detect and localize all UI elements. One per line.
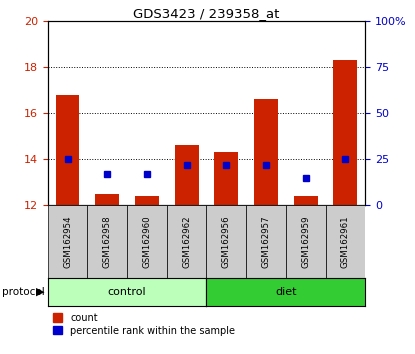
Text: GSM162958: GSM162958 <box>103 215 112 268</box>
Bar <box>325 205 365 278</box>
Bar <box>135 196 159 205</box>
Bar <box>127 205 167 278</box>
Bar <box>294 196 317 205</box>
Title: GDS3423 / 239358_at: GDS3423 / 239358_at <box>133 7 280 20</box>
Text: ▶: ▶ <box>37 287 45 297</box>
Bar <box>254 99 278 205</box>
Text: diet: diet <box>275 287 297 297</box>
Text: GSM162959: GSM162959 <box>301 215 310 268</box>
Text: GSM162954: GSM162954 <box>63 215 72 268</box>
Text: GSM162961: GSM162961 <box>341 215 350 268</box>
Bar <box>286 205 325 278</box>
Text: GSM162956: GSM162956 <box>222 215 231 268</box>
Text: GSM162957: GSM162957 <box>261 215 271 268</box>
Bar <box>333 60 357 205</box>
Bar <box>215 152 238 205</box>
Bar <box>207 205 246 278</box>
Bar <box>95 194 119 205</box>
Text: GSM162960: GSM162960 <box>142 215 151 268</box>
Text: control: control <box>108 287 146 297</box>
Text: GSM162962: GSM162962 <box>182 215 191 268</box>
Bar <box>167 205 207 278</box>
Text: protocol: protocol <box>2 287 45 297</box>
Bar <box>175 145 198 205</box>
Bar <box>48 205 88 278</box>
Bar <box>56 95 80 205</box>
Bar <box>88 205 127 278</box>
Legend: count, percentile rank within the sample: count, percentile rank within the sample <box>53 313 235 336</box>
Bar <box>246 205 286 278</box>
